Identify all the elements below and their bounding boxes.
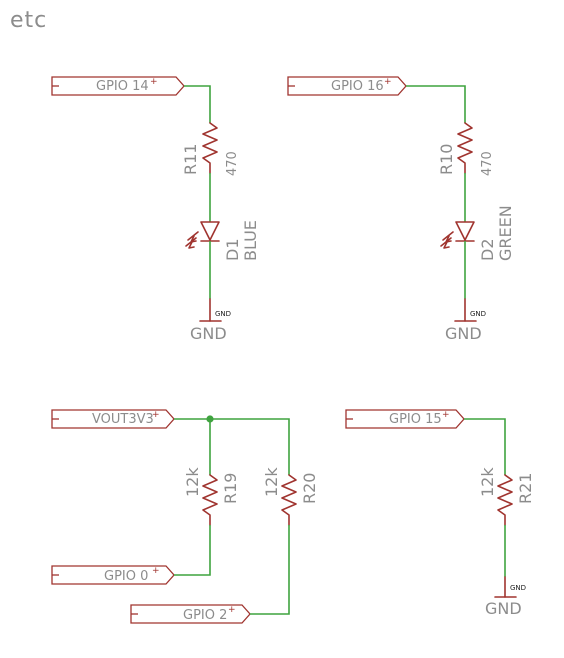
gpio2-port-label: GPIO 2	[183, 608, 227, 623]
junction-dot	[206, 415, 214, 423]
resistor-r19-value: 12k	[183, 467, 202, 497]
gpio16-port-flag[interactable]	[287, 76, 407, 96]
resistor-r21-symbol[interactable]	[497, 474, 513, 526]
resistor-r10-value: 470	[480, 151, 495, 176]
wire-gpio16-r10	[406, 85, 466, 123]
wire-gpio14-r11	[184, 85, 211, 123]
resistor-r11-value: 470	[225, 151, 240, 176]
wire-vout3v3-bus	[174, 418, 290, 475]
sheet-title: etc	[10, 8, 47, 33]
wire-r20-gpio2	[250, 525, 290, 615]
port-plus-mark: +	[152, 566, 160, 576]
gpio14-port-flag[interactable]	[51, 76, 185, 96]
gpio15-port-flag[interactable]	[345, 409, 465, 429]
resistor-r21-value: 12k	[478, 467, 497, 497]
resistor-r10-symbol[interactable]	[457, 122, 473, 174]
ground-pin-label-d2: GND	[470, 310, 486, 318]
resistor-r20-name: R20	[300, 473, 319, 504]
gpio0-port-flag[interactable]	[51, 565, 175, 585]
led-d2-symbol[interactable]	[455, 221, 475, 242]
wire-r19-gpio0	[174, 525, 211, 576]
ground-pin-label-r21: GND	[510, 584, 526, 592]
vout3v3-port-label: VOUT3V3	[92, 412, 154, 427]
led-circuit-blue: GPIO 14 + R11 470 D1 BLUE GND GND	[51, 76, 260, 343]
led-d2-light-arrows-icon	[440, 231, 454, 249]
gpio2-port-flag[interactable]	[130, 604, 251, 624]
resistor-r11-symbol[interactable]	[202, 122, 218, 174]
port-plus-mark: +	[442, 410, 450, 420]
wire-gpio15-r21	[464, 418, 506, 475]
led-d1-value: BLUE	[241, 220, 260, 261]
pulldown-circuit: GPIO 15 + 12k R21 GND GND	[345, 409, 535, 618]
led-circuit-green: GPIO 16 + R10 470 D2 GREEN GND GND	[287, 76, 515, 343]
gpio0-port-label: GPIO 0	[104, 569, 148, 584]
gpio15-port-label: GPIO 15	[389, 412, 442, 427]
resistor-r10-name: R10	[437, 144, 456, 175]
led-d1-light-arrows-icon	[185, 231, 199, 249]
vout3v3-port-flag[interactable]	[51, 409, 175, 429]
port-plus-mark: +	[152, 410, 160, 420]
led-d1-symbol[interactable]	[200, 221, 220, 242]
port-plus-mark: +	[384, 77, 392, 87]
resistor-r20-value: 12k	[262, 467, 281, 497]
resistor-r19-name: R19	[221, 473, 240, 504]
ground-pin-label-d1: GND	[215, 310, 231, 318]
led-d2-name: D2	[478, 239, 497, 262]
resistor-r21-name: R21	[516, 473, 535, 504]
gpio16-port-label: GPIO 16	[331, 79, 384, 94]
resistor-r20-symbol[interactable]	[281, 474, 297, 526]
gpio14-port-label: GPIO 14	[96, 79, 149, 94]
resistor-r11-name: R11	[181, 144, 200, 175]
port-plus-mark: +	[150, 77, 158, 87]
led-d1-name: D1	[223, 239, 242, 262]
led-d2-value: GREEN	[496, 205, 515, 261]
pullup-circuit: VOUT3V3 + 12k R19 12k R20 GPIO 0 + GPIO …	[51, 409, 319, 624]
ground-label-r21: GND	[485, 599, 522, 618]
port-plus-mark: +	[228, 605, 236, 615]
ground-label-d1: GND	[190, 324, 227, 343]
resistor-r19-symbol[interactable]	[202, 474, 218, 526]
ground-label-d2: GND	[445, 324, 482, 343]
